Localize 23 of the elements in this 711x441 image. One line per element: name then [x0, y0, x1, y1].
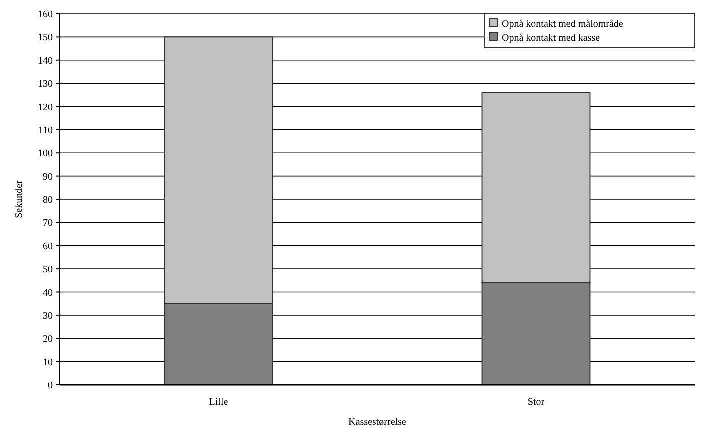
y-tick-label: 30	[43, 310, 53, 322]
y-tick-label: 10	[43, 357, 53, 368]
y-tick-label: 100	[38, 148, 53, 160]
x-axis-title: Kassestørrelse	[348, 417, 407, 428]
y-tick-label: 50	[43, 264, 53, 276]
y-tick-label: 60	[43, 241, 53, 252]
x-tick-label: Stor	[528, 397, 546, 408]
y-tick-label: 20	[43, 334, 53, 346]
x-tick-label: Lille	[209, 397, 229, 408]
y-tick-label: 130	[38, 79, 53, 90]
y-tick-label: 160	[38, 10, 53, 20]
legend-label: Opnå kontakt med kasse	[502, 33, 601, 44]
y-tick-label: 140	[38, 56, 53, 67]
y-tick-label: 150	[38, 32, 53, 44]
y-tick-label: 40	[43, 288, 53, 299]
y-tick-label: 0	[48, 380, 53, 392]
legend-label: Opnå kontakt med målområde	[502, 19, 624, 30]
y-tick-label: 90	[43, 172, 53, 183]
y-tick-label: 110	[38, 125, 53, 136]
y-axis-title: Sekunder	[14, 180, 25, 218]
y-tick-label: 120	[38, 102, 53, 114]
y-tick-label: 80	[43, 195, 53, 206]
y-tick-label: 70	[43, 218, 53, 230]
